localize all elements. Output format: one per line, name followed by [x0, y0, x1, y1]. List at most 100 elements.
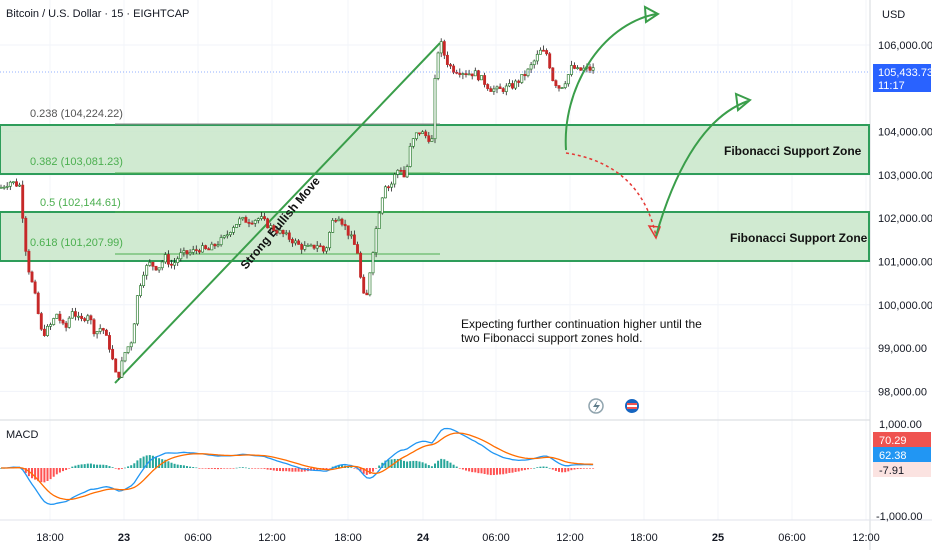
- candle-bear: [104, 329, 108, 336]
- macd-hist-bar: [257, 468, 260, 469]
- macd-hist-bar: [502, 468, 505, 475]
- macd-title[interactable]: MACD: [6, 429, 38, 441]
- candle-bull: [538, 49, 542, 55]
- candle-bull: [148, 261, 152, 266]
- candle-bear: [207, 248, 211, 251]
- candle-bull: [157, 267, 161, 271]
- candle-bull: [201, 245, 204, 253]
- candle-bear: [573, 65, 576, 69]
- macd-hist-bar: [195, 467, 198, 469]
- candle-bull: [560, 87, 564, 89]
- candle-bull: [55, 313, 59, 319]
- candle-bull: [337, 218, 341, 222]
- candle-bear: [73, 311, 77, 317]
- macd-hist-bar: [173, 463, 176, 468]
- macd-hist-bar: [201, 468, 204, 469]
- candle-bear: [365, 292, 369, 296]
- candle-bull: [529, 64, 533, 70]
- macd-hist-bar: [554, 468, 557, 471]
- macd-hist-bar: [449, 462, 452, 468]
- macd-hist-bar: [483, 468, 486, 475]
- macd-hist-bar: [155, 456, 157, 468]
- macd-hist-bar: [139, 458, 142, 468]
- signal-value: 62.38: [879, 450, 907, 462]
- macd-hist-bar: [582, 468, 585, 469]
- macd-hist-bar: [520, 468, 523, 471]
- candle-bull: [52, 318, 56, 325]
- macd-hist-bar: [523, 468, 526, 471]
- candle-bear: [458, 72, 462, 75]
- candle-bull: [188, 252, 192, 255]
- lightning-icon[interactable]: [588, 398, 604, 414]
- candle-bear: [185, 250, 189, 255]
- macd-hist-bar: [114, 468, 117, 469]
- macd-hist-bar: [446, 460, 449, 468]
- bullish-move-line[interactable]: [114, 42, 441, 384]
- candle-bull: [495, 86, 499, 90]
- macd-hist-bar: [297, 468, 300, 472]
- candle-bear: [542, 49, 545, 52]
- candle-bull: [163, 254, 167, 263]
- macd-hist-bar: [347, 466, 350, 468]
- macd-hist-bar: [71, 466, 74, 468]
- note-line-1: Expecting further continuation higher un…: [461, 317, 702, 331]
- time-axis[interactable]: 18:00 23 06:00 12:00 18:00 24 06:00 12:00 18:00 2…: [36, 532, 880, 544]
- forecast-arrows: [564, 5, 752, 240]
- candle-bull: [241, 217, 245, 220]
- currency-label[interactable]: USD: [882, 9, 905, 21]
- macd-hist-bar: [455, 466, 458, 468]
- candle-bear: [101, 328, 105, 331]
- macd-hist-bar: [328, 468, 331, 469]
- macd-hist-bar: [220, 468, 223, 469]
- candle-bear: [359, 252, 363, 278]
- candle-bear: [83, 318, 87, 321]
- candle-bull: [569, 65, 573, 75]
- candle-bull: [46, 325, 49, 336]
- macd-hist-bar: [189, 466, 192, 468]
- macd-hist-bar: [86, 463, 89, 468]
- macd-hist-bar: [567, 468, 570, 472]
- candle-bull: [132, 323, 136, 344]
- candle-bull: [563, 83, 567, 88]
- macd-hist-bar: [235, 467, 238, 469]
- candle-bear: [312, 244, 316, 249]
- flag-icon[interactable]: [625, 399, 639, 413]
- price-axis[interactable]: 106,000.00 104,000.00 103,000.00 102,000.00…: [878, 40, 932, 398]
- macd-hist-bar: [117, 468, 120, 470]
- candle-bear: [290, 239, 294, 244]
- macd-hist-bar: [186, 466, 188, 468]
- price-tick: 99,000.00: [878, 343, 927, 355]
- candle-bear: [387, 186, 390, 189]
- macd-hist-bar: [102, 464, 105, 468]
- candle-bear: [346, 225, 350, 236]
- candle-bull: [2, 186, 6, 189]
- macd-hist-bar: [93, 464, 95, 468]
- time-label: 12:00: [556, 532, 584, 544]
- macd-hist-bar: [62, 468, 64, 472]
- macd-tick-top: 1,000.00: [879, 419, 922, 431]
- candle-bull: [142, 274, 146, 287]
- macd-hist-bar: [471, 468, 474, 473]
- zone-lower-label: Fibonacci Support Zone: [730, 231, 868, 245]
- symbol-title[interactable]: Bitcoin / U.S. Dollar · 15 · EIGHTCAP: [6, 8, 189, 20]
- candle-bear: [483, 75, 487, 85]
- candle-bear: [449, 64, 452, 67]
- macd-hist-bar: [238, 467, 241, 468]
- candle-bear: [489, 88, 493, 92]
- candle-bear: [204, 245, 208, 250]
- candle-bull: [70, 311, 74, 319]
- macd-hist-bar: [375, 468, 378, 469]
- macd-hist-bar: [182, 465, 185, 468]
- candle-bear: [117, 371, 121, 378]
- macd-hist-bar: [133, 463, 136, 468]
- candle-bear: [356, 244, 359, 254]
- candle-bear: [551, 67, 555, 82]
- time-label: 06:00: [778, 532, 806, 544]
- macd-hist-bar: [89, 463, 92, 468]
- candle-bear: [579, 67, 583, 71]
- macd-hist-bar: [505, 468, 508, 474]
- macd-hist-bar: [443, 459, 446, 468]
- candle-bear: [455, 71, 459, 74]
